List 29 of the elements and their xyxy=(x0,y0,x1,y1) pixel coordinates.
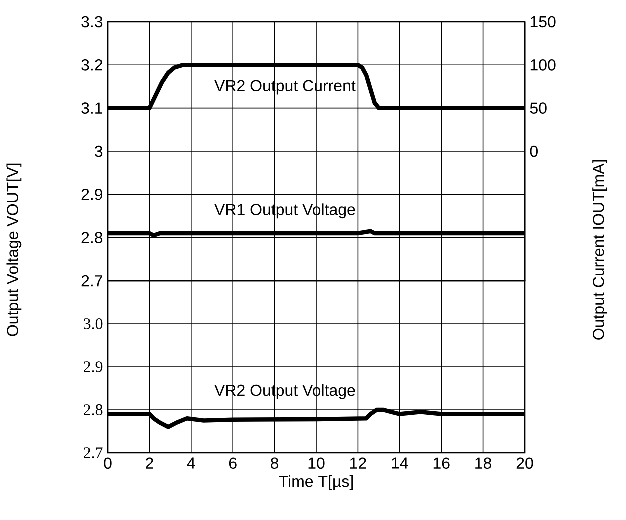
y2-tick-label: 150 xyxy=(530,16,556,28)
x-tick-label: 8 xyxy=(271,458,279,470)
y-tick-label: 3 xyxy=(95,146,103,158)
x-tick-label: 4 xyxy=(187,458,196,469)
y-axis-title: Output Voltage VOUT[V] xyxy=(6,164,22,336)
y-tick-label: 3.2 xyxy=(82,60,102,71)
y2-axis-title: Output Current IOUT[mA] xyxy=(592,160,608,340)
y2-tick-label: 100 xyxy=(530,60,556,71)
y2-tick-label: 50 xyxy=(530,102,547,114)
x-tick-label: 18 xyxy=(476,458,492,470)
x-tick-label: 12 xyxy=(350,458,366,469)
y-tick-label: 2.9 xyxy=(84,362,103,372)
x-axis-title: Time T[µs] xyxy=(279,476,353,490)
x-tick-label: 16 xyxy=(434,458,450,470)
x-tick-label: 14 xyxy=(392,458,408,469)
y-tick-label: 2.8 xyxy=(82,232,103,244)
y-tick-label: 2.9 xyxy=(82,188,103,200)
y-tick-label: 2.8 xyxy=(84,404,103,416)
x-tick-label: 10 xyxy=(308,458,325,470)
x-tick-label: 0 xyxy=(104,458,112,470)
y-tick-label: 3.1 xyxy=(82,102,103,114)
x-tick-label: 20 xyxy=(516,458,534,470)
x-tick-label: 6 xyxy=(229,458,237,470)
y2-tick-label: 0 xyxy=(530,146,538,158)
y-tick-label: 3.3 xyxy=(82,16,103,28)
y-tick-label: 3.0 xyxy=(84,318,103,330)
y-tick-label: 2.7 xyxy=(84,448,103,458)
y-tick-label: 2.7 xyxy=(82,275,102,287)
x-tick-label: 2 xyxy=(146,458,154,469)
